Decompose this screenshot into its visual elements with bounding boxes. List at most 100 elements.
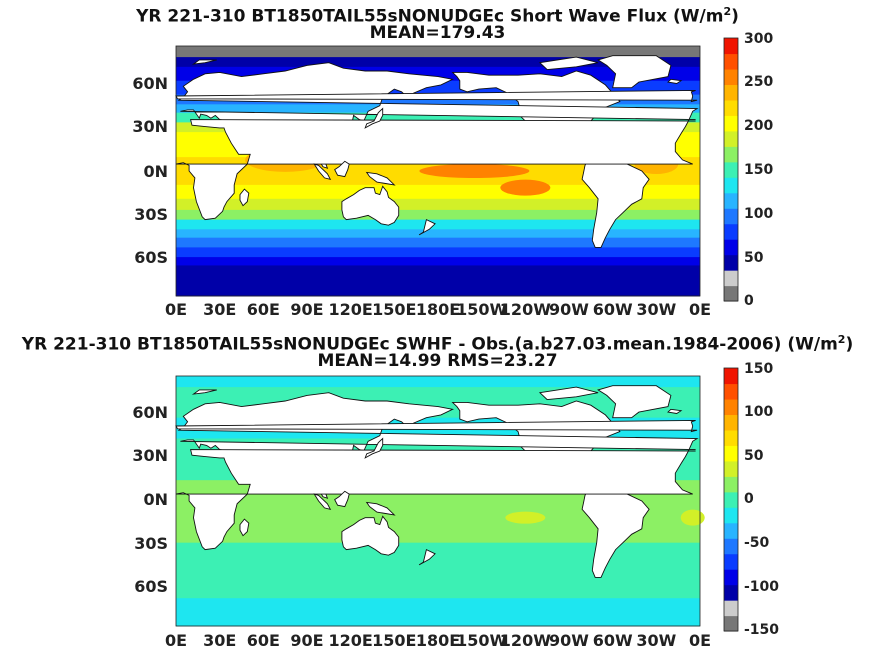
colorbar-swatch bbox=[724, 522, 738, 539]
panel2-lat-label-30n: 30N bbox=[132, 446, 168, 465]
colorbar-swatch bbox=[724, 398, 738, 416]
panel2-land-nz-arctic-islands bbox=[538, 386, 599, 401]
panel2-lat-label-60s: 60S bbox=[134, 577, 168, 596]
colorbar-swatch bbox=[724, 99, 738, 116]
panel1-lat-label-30n: 30N bbox=[132, 117, 168, 136]
colorbar-swatch bbox=[724, 254, 738, 271]
colorbar-swatch bbox=[724, 53, 738, 70]
colorbar-swatch bbox=[724, 600, 738, 617]
colorbar-swatch bbox=[724, 208, 738, 225]
panel2-land-sumatra bbox=[313, 493, 332, 510]
panel1-hotspot-se-pacific bbox=[500, 179, 551, 196]
panel1-lat-label-60n: 60N bbox=[132, 74, 168, 93]
panel2-cb-tick-50: 50 bbox=[744, 448, 764, 464]
colorbar-frame bbox=[723, 37, 739, 302]
panel1-lon-label-8: 120W bbox=[499, 300, 551, 319]
panel2-cb-tick-100: 100 bbox=[744, 404, 774, 420]
panel1-lat-label-30s: 30S bbox=[134, 205, 168, 224]
panel2-lon-label-0: 0E bbox=[164, 631, 188, 650]
panel2-anomaly-se-pacific bbox=[505, 511, 546, 524]
colorbar-swatch bbox=[724, 270, 738, 287]
colorbar-swatch bbox=[724, 476, 738, 493]
colorbar-swatch bbox=[724, 239, 738, 256]
colorbar-swatch bbox=[724, 569, 738, 586]
panel1-land-new-guinea bbox=[365, 171, 396, 186]
colorbar-swatch bbox=[724, 223, 738, 240]
panel2-lon-label-6: 180E bbox=[415, 631, 461, 650]
panel2-lon-label-12: 0E bbox=[688, 631, 712, 650]
panel2-ocean-band bbox=[176, 376, 700, 388]
panel2-lon-label-1: 30E bbox=[203, 631, 237, 650]
panel2-land-new-zealand bbox=[418, 548, 436, 566]
panel1-ocean-band bbox=[176, 112, 700, 123]
panel1-land-borneo bbox=[334, 160, 350, 178]
colorbar-swatch bbox=[724, 177, 738, 194]
panel1-land-greenland bbox=[597, 55, 672, 89]
panel2-colorbar bbox=[723, 367, 739, 632]
colorbar-swatch bbox=[724, 383, 738, 400]
panel1-lon-label-4: 120E bbox=[328, 300, 373, 319]
panel1-land-new-zealand bbox=[418, 218, 436, 236]
panel1-lon-label-6: 180E bbox=[415, 300, 461, 319]
panel1-ocean-band bbox=[176, 237, 700, 248]
panel1-lon-label-11: 30W bbox=[636, 300, 677, 319]
panel1-title: YR 221-310 BT1850TAIL55sNONUDGEc Short W… bbox=[136, 5, 739, 27]
panel1-land-south-america bbox=[581, 155, 650, 248]
panel1-cb-tick-300: 300 bbox=[744, 31, 774, 47]
panel2-land-africa bbox=[175, 449, 696, 551]
colorbar-swatch bbox=[724, 84, 738, 101]
panel2-ocean-band bbox=[176, 598, 700, 627]
panel2-lon-label-9: 90W bbox=[549, 631, 589, 650]
panel1-ocean-band bbox=[176, 229, 700, 239]
colorbar-swatch bbox=[724, 161, 738, 178]
panel1-lon-label-3: 90E bbox=[290, 300, 324, 319]
panel1-ocean-band bbox=[176, 209, 700, 221]
panel1-lon-label-7: 150W bbox=[456, 300, 508, 319]
colorbar-swatch bbox=[724, 414, 738, 431]
colorbar-swatch bbox=[724, 38, 738, 55]
panel1-hotspot-equatorial-pacific bbox=[419, 164, 530, 178]
panel1-cb-tick-100: 100 bbox=[744, 206, 774, 222]
colorbar-swatch bbox=[724, 584, 738, 601]
panel2-lon-label-8: 120W bbox=[499, 631, 551, 650]
panel2-lon-label-3: 90E bbox=[290, 631, 324, 650]
panel1-cb-tick-150: 150 bbox=[744, 162, 774, 178]
panel2-land-australia bbox=[341, 515, 400, 556]
panel1-lat-label-0n: 0N bbox=[143, 162, 168, 181]
colorbar-swatch bbox=[724, 368, 738, 385]
panel2-cb-tick-minus50: -50 bbox=[744, 535, 770, 551]
panel1-lon-label-5: 150E bbox=[372, 300, 417, 319]
colorbar-swatch bbox=[724, 429, 738, 446]
panel2-subtitle: MEAN=14.99 RMS=23.27 bbox=[317, 351, 558, 371]
panel1-ocean-band bbox=[176, 57, 700, 68]
panel2-land-borneo bbox=[334, 490, 350, 508]
panel1-ocean-band bbox=[176, 257, 700, 266]
panel1-lon-label-10: 60W bbox=[592, 300, 633, 319]
panel1-ocean-band bbox=[176, 184, 700, 200]
panel1-lat-label-60s: 60S bbox=[134, 248, 168, 267]
panel2-land-greenland bbox=[597, 385, 672, 419]
panel2-cb-tick-minus150: -150 bbox=[744, 622, 780, 638]
colorbar-swatch bbox=[724, 491, 738, 508]
panel2-ocean-band bbox=[176, 521, 700, 544]
panel2-cb-tick-150: 150 bbox=[744, 361, 774, 377]
panel2-cb-tick-0: 0 bbox=[744, 491, 754, 507]
panel1-ocean-band bbox=[176, 265, 700, 297]
colorbar-swatch bbox=[724, 445, 738, 462]
panel2-ocean-band bbox=[176, 542, 700, 564]
panel1-lon-label-12: 0E bbox=[688, 300, 712, 319]
panel2-title: YR 221-310 BT1850TAIL55sNONUDGEc SWHF - … bbox=[21, 333, 854, 355]
panel2-cb-tick-minus100: -100 bbox=[744, 579, 780, 595]
panel1-map-frame bbox=[175, 45, 701, 297]
colorbar-swatch bbox=[724, 285, 738, 302]
panel1-lon-label-1: 30E bbox=[203, 300, 237, 319]
panel2-land-svalbard bbox=[191, 389, 217, 395]
panel1-lon-label-0: 0E bbox=[164, 300, 188, 319]
panel2-map-frame bbox=[175, 375, 701, 627]
panel2-ocean-band bbox=[176, 584, 700, 599]
panel1-cb-tick-50: 50 bbox=[744, 250, 764, 266]
panel1-map bbox=[175, 45, 701, 297]
panel2-lon-label-11: 30W bbox=[636, 631, 677, 650]
panel1-land-africa bbox=[175, 119, 696, 221]
panel1-land-svalbard bbox=[191, 59, 217, 65]
